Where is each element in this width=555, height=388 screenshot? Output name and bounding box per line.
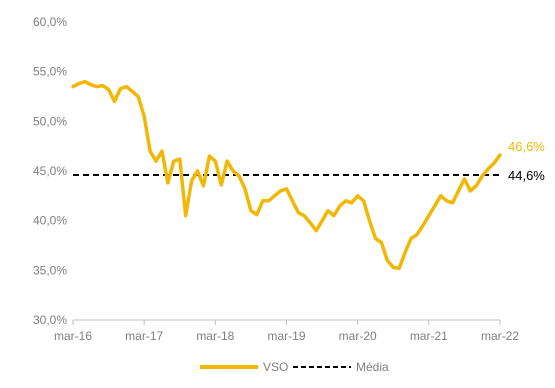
y-tick-label: 55,0% [33,65,67,79]
x-tick-label: mar-21 [410,329,448,343]
vso-end-label: 46,6% [508,139,545,154]
y-tick-label: 35,0% [33,263,67,277]
y-tick-label: 50,0% [33,114,67,128]
x-tick-label: mar-17 [125,329,163,343]
legend-vso-label: VSO [263,360,288,374]
x-tick-label: mar-20 [339,329,377,343]
vso-line [71,79,502,271]
legend-media-label: Média [356,360,389,374]
x-tick-label: mar-16 [54,329,92,343]
x-tick-label: mar-19 [267,329,305,343]
x-tick-label: mar-22 [481,329,519,343]
y-tick-label: 45,0% [33,164,67,178]
media-end-label: 44,6% [508,168,545,183]
x-tick-label: mar-18 [196,329,234,343]
y-tick-label: 40,0% [33,214,67,228]
y-tick-label: 30,0% [33,313,67,327]
y-tick-label: 60,0% [33,15,67,29]
